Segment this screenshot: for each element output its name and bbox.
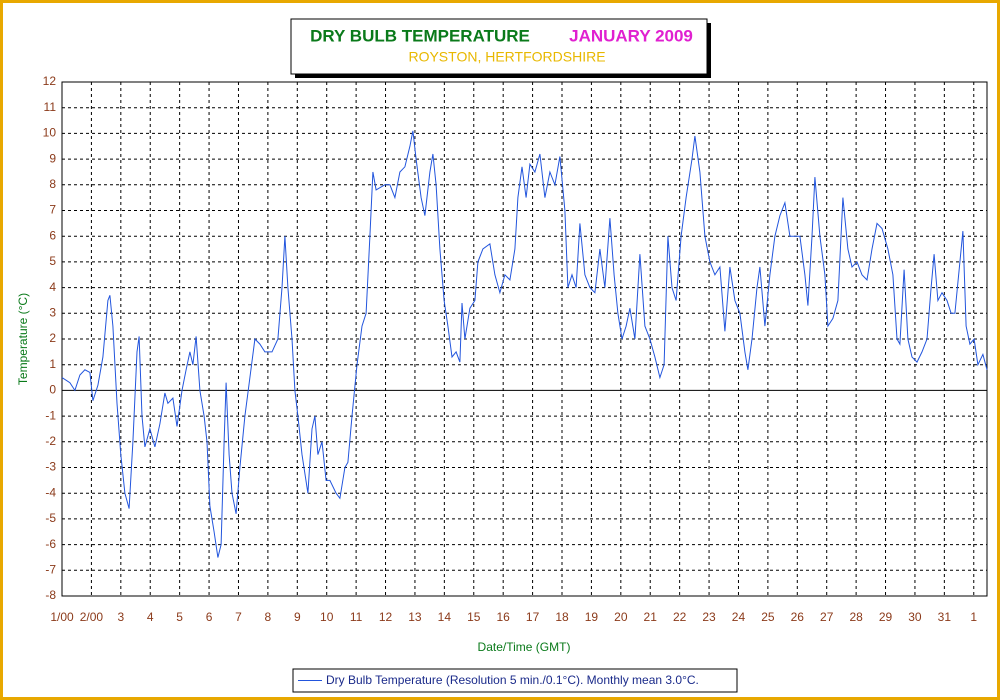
- chart-title: DRY BULB TEMPERATURE: [310, 26, 530, 45]
- y-tick-label: 4: [49, 280, 56, 294]
- x-axis-label: Date/Time (GMT): [478, 640, 571, 654]
- x-tick-label: 18: [555, 610, 569, 624]
- x-tick-label: 23: [702, 610, 716, 624]
- x-tick-label: 1: [970, 610, 977, 624]
- y-tick-label: -3: [45, 460, 56, 474]
- y-tick-label: -5: [45, 511, 56, 525]
- x-tick-label: 2/00: [80, 610, 104, 624]
- x-tick-label: 31: [938, 610, 952, 624]
- chart-title-period: JANUARY 2009: [569, 26, 693, 45]
- x-tick-label: 8: [265, 610, 272, 624]
- y-tick-label: 0: [49, 383, 56, 397]
- x-tick-label: 9: [294, 610, 301, 624]
- y-tick-label: 1: [49, 357, 56, 371]
- legend-label: Dry Bulb Temperature (Resolution 5 min./…: [326, 673, 699, 687]
- y-tick-label: 6: [49, 228, 56, 242]
- y-tick-label: -2: [45, 434, 56, 448]
- y-tick-label: -8: [45, 588, 56, 602]
- x-tick-label: 3: [117, 610, 124, 624]
- x-tick-label: 10: [320, 610, 334, 624]
- y-tick-label: 10: [43, 126, 57, 140]
- x-tick-label: 25: [761, 610, 775, 624]
- y-tick-label: 12: [43, 74, 57, 88]
- x-tick-label: 21: [644, 610, 658, 624]
- x-tick-label: 6: [206, 610, 213, 624]
- plot-border: [61, 81, 988, 597]
- y-tick-label: 8: [49, 177, 56, 191]
- y-tick-label: 2: [49, 331, 56, 345]
- x-tick-label: 5: [176, 610, 183, 624]
- x-tick-label: 30: [908, 610, 922, 624]
- x-tick-label: 17: [526, 610, 540, 624]
- x-tick-label: 24: [732, 610, 746, 624]
- y-tick-label: -1: [45, 408, 56, 422]
- y-tick-label: -4: [45, 485, 56, 499]
- legend-box: [292, 668, 738, 693]
- x-tick-label: 11: [350, 610, 363, 624]
- x-tick-label: 29: [879, 610, 893, 624]
- y-tick-label: 9: [49, 151, 56, 165]
- y-tick-label: 7: [49, 203, 56, 217]
- y-tick-label: 3: [49, 305, 56, 319]
- x-tick-label: 26: [791, 610, 805, 624]
- x-tick-label: 28: [849, 610, 863, 624]
- x-tick-label: 22: [673, 610, 687, 624]
- x-tick-label: 19: [585, 610, 599, 624]
- x-tick-label: 1/00: [50, 610, 74, 624]
- chart-subtitle: ROYSTON, HERTFORDSHIRE: [408, 49, 605, 65]
- data-line: [61, 130, 988, 558]
- x-tick-label: 7: [235, 610, 242, 624]
- x-tick-label: 15: [467, 610, 481, 624]
- y-tick-label: -6: [45, 537, 56, 551]
- x-tick-label: 14: [438, 610, 452, 624]
- y-tick-label: 5: [49, 254, 56, 268]
- x-tick-label: 13: [408, 610, 422, 624]
- y-tick-label: 11: [44, 100, 57, 114]
- x-tick-label: 20: [614, 610, 628, 624]
- title-box: [290, 18, 708, 75]
- x-tick-label: 4: [147, 610, 154, 624]
- y-tick-label: -7: [45, 562, 56, 576]
- x-tick-label: 27: [820, 610, 834, 624]
- x-tick-label: 16: [496, 610, 510, 624]
- y-axis-label: Temperature (°C): [16, 293, 30, 385]
- x-tick-label: 12: [379, 610, 393, 624]
